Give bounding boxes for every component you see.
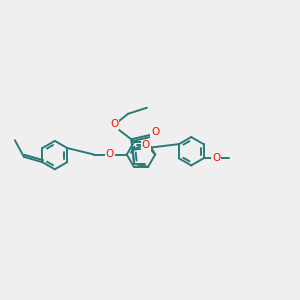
Text: O: O [151,127,159,137]
Text: O: O [142,140,150,150]
Text: O: O [106,149,114,159]
Text: O: O [110,119,118,129]
Text: O: O [212,153,220,163]
